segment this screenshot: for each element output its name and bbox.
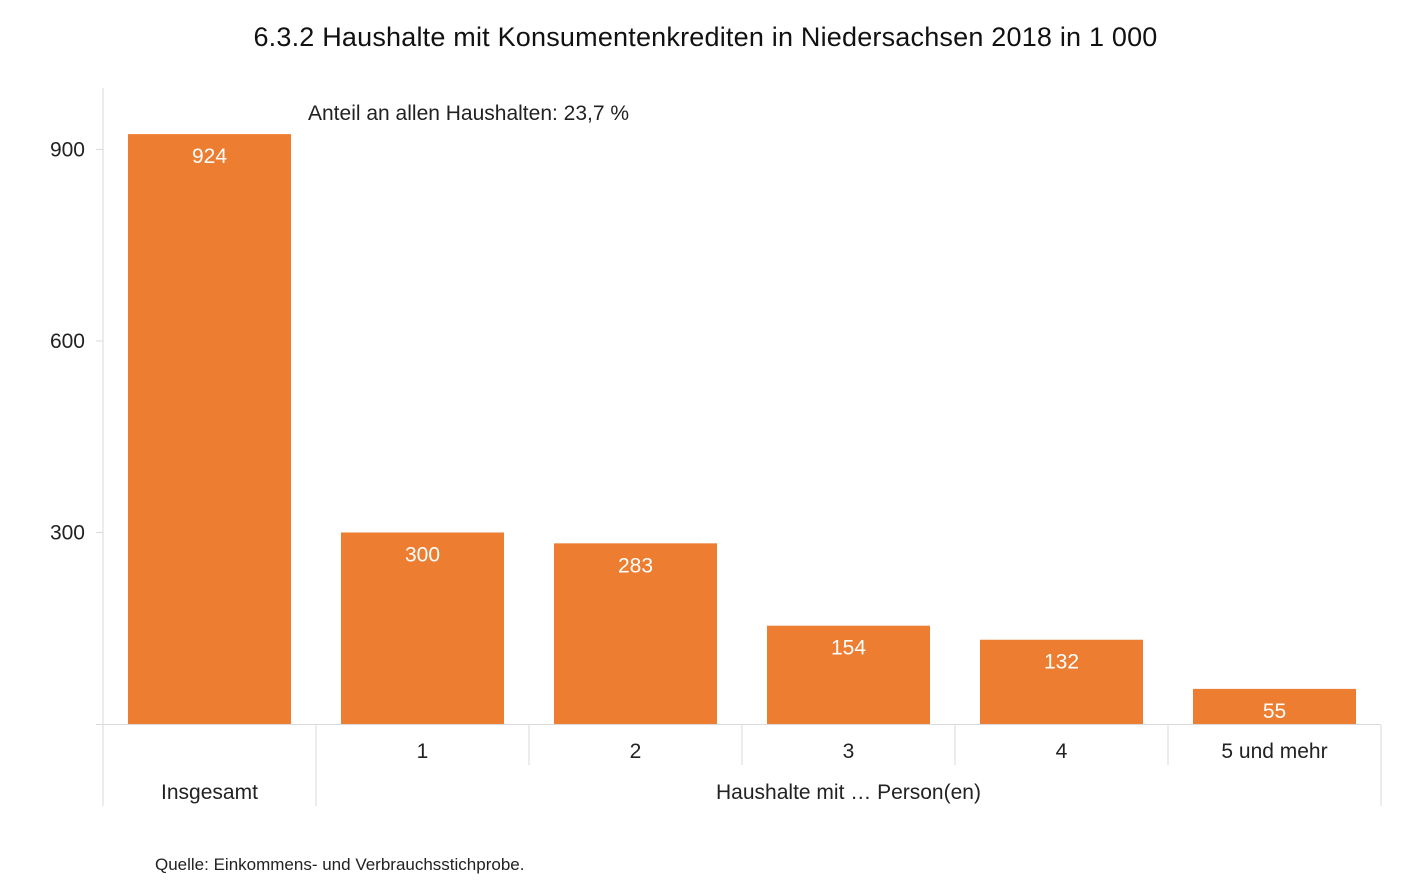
labels: 300 600 900 924 300 1 283 2 154 3 132 4 55 5 und mehr… — [50, 102, 1328, 804]
bar — [554, 543, 717, 724]
y-tick-label: 600 — [50, 330, 85, 353]
bar-value-label: 283 — [618, 554, 653, 577]
category-label: 3 — [843, 740, 855, 763]
group-label: Insgesamt — [161, 781, 258, 804]
category-label: 4 — [1056, 740, 1068, 763]
chart-title: 6.3.2 Haushalte mit Konsumentenkrediten … — [253, 22, 1158, 52]
bar-value-label: 300 — [405, 543, 440, 566]
category-label: 2 — [630, 740, 642, 763]
bar-value-label: 55 — [1263, 700, 1286, 723]
source-note: Quelle: Einkommens- und Verbrauchsstichp… — [155, 855, 525, 874]
axes — [96, 88, 1382, 806]
bar — [980, 639, 1143, 724]
category-label: 1 — [417, 740, 429, 763]
chart-annotation: Anteil an allen Haushalten: 23,7 % — [308, 102, 629, 125]
bars — [128, 134, 1356, 724]
bar — [767, 625, 930, 724]
bar — [341, 532, 504, 724]
bar — [1193, 688, 1356, 724]
category-label: 5 und mehr — [1221, 740, 1327, 763]
y-tick-label: 900 — [50, 138, 85, 161]
bar-value-label: 924 — [192, 145, 227, 168]
bar — [128, 134, 291, 724]
bar-value-label: 154 — [831, 637, 866, 660]
bar-value-label: 132 — [1044, 651, 1079, 674]
group-label: Haushalte mit … Person(en) — [716, 781, 981, 804]
y-tick-label: 300 — [50, 521, 85, 544]
